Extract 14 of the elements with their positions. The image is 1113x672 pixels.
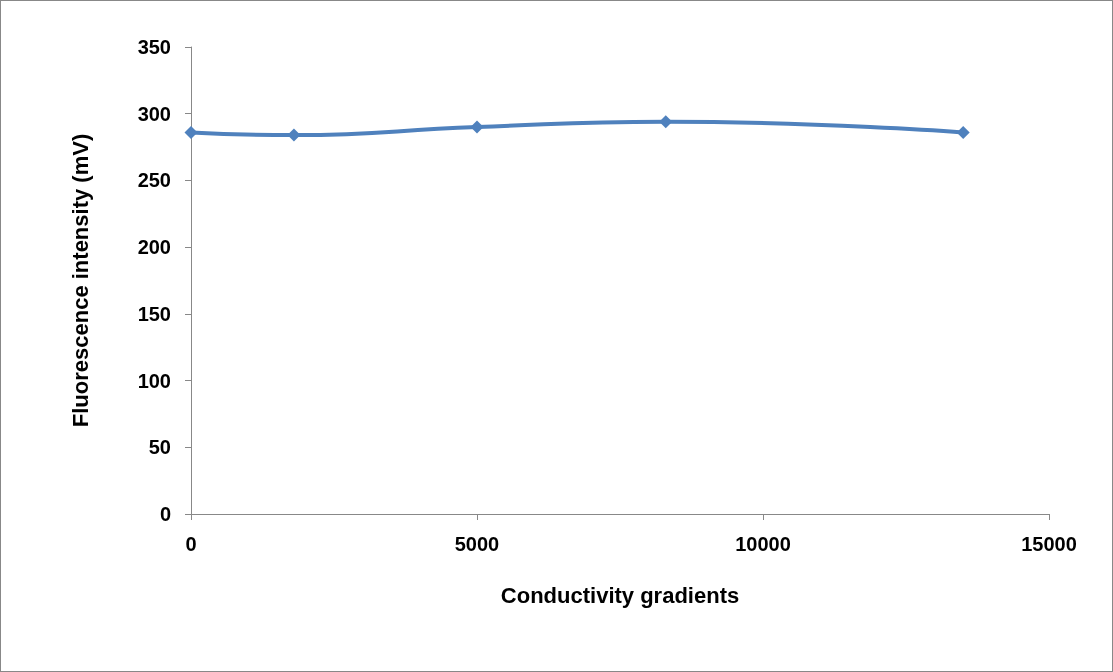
y-tick-label: 250: [137, 169, 171, 192]
y-tick-label: 50: [148, 436, 171, 459]
x-tick-label: 0: [185, 533, 197, 555]
y-tick-label: 350: [137, 36, 171, 58]
x-tick-label: 5000: [454, 533, 500, 555]
y-tick-label: 300: [137, 102, 171, 125]
x-tick-label: 10000: [735, 533, 791, 555]
y-tick-label: 100: [137, 369, 171, 392]
x-tick-label: 15000: [1021, 533, 1077, 555]
x-axis-title: Conductivity gradients: [500, 582, 740, 608]
y-tick-label: 0: [159, 503, 171, 525]
y-tick-label: 150: [137, 302, 171, 325]
y-axis-title: Fluorescence intensity (mV): [67, 133, 93, 428]
y-tick-label: 200: [137, 236, 171, 259]
